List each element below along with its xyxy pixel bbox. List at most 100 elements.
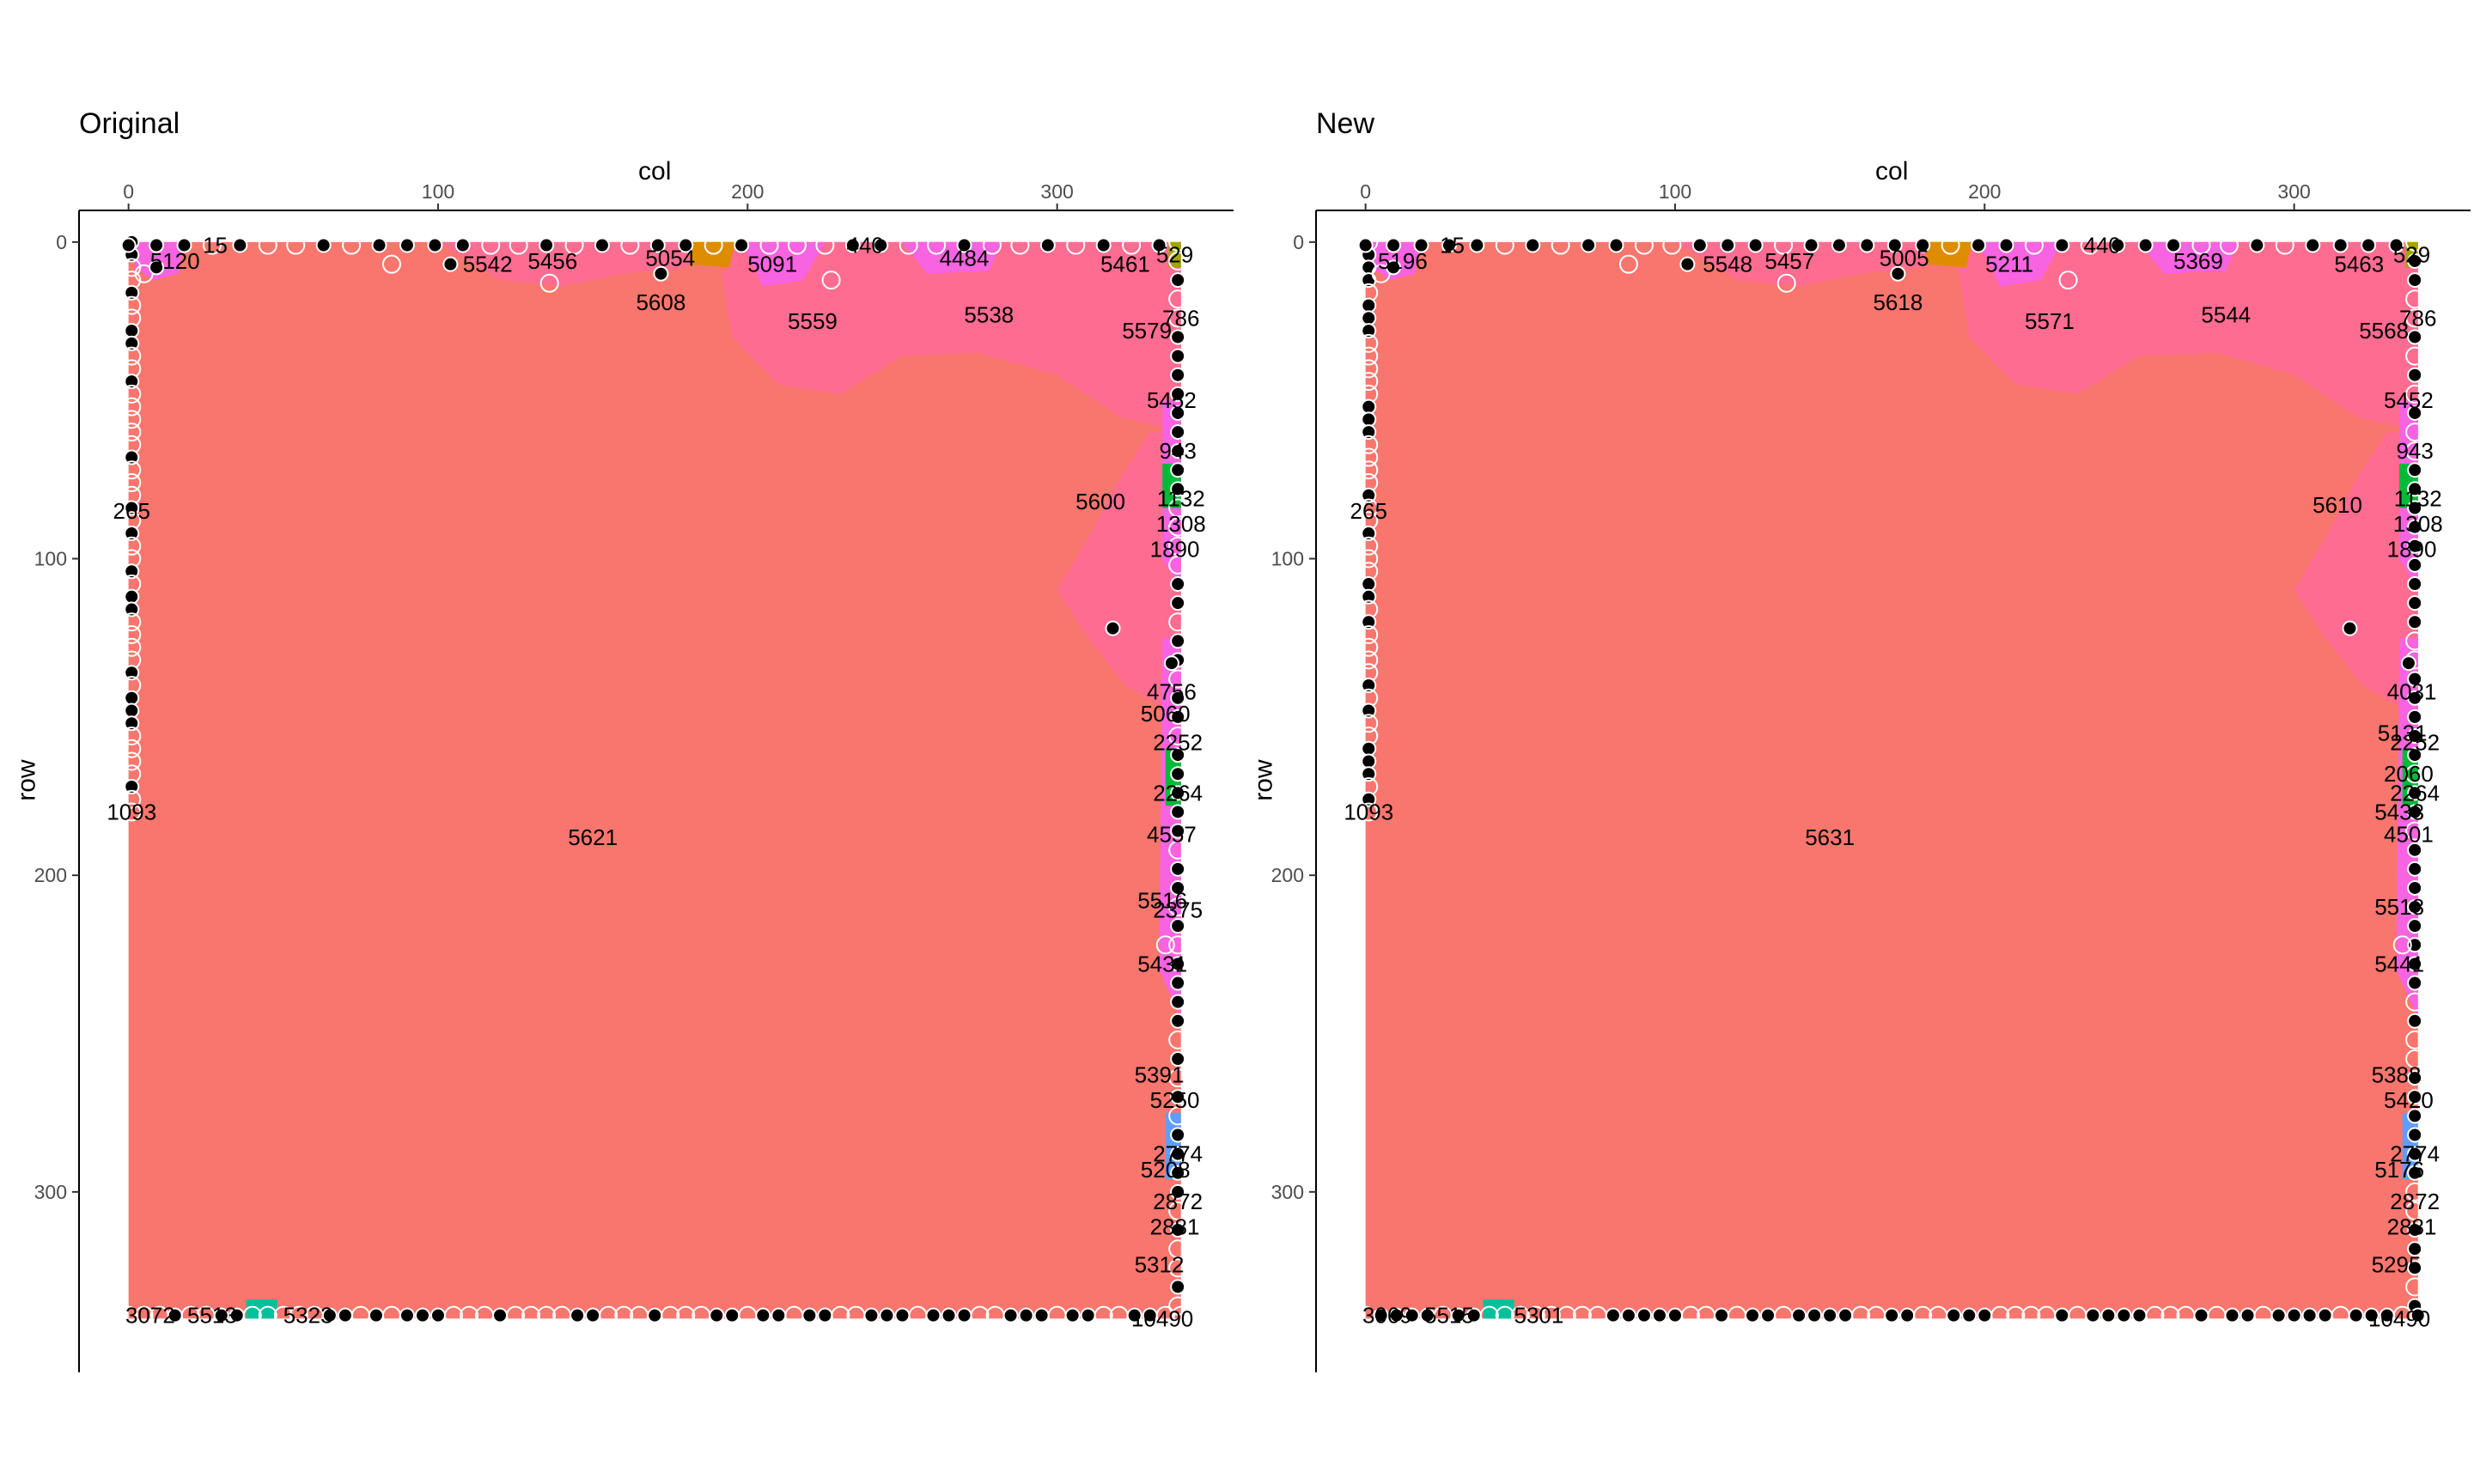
region-label: 529 (1156, 242, 1193, 268)
panel-title: New (1316, 107, 1374, 140)
region-label: 5618 (1873, 289, 1923, 315)
region-label: 5211 (1985, 252, 2033, 277)
region-label: 5452 (2384, 387, 2434, 413)
region-label: 10490 (1131, 1305, 1193, 1331)
data-point (710, 1309, 723, 1323)
region-label: 5312 (1135, 1252, 1185, 1278)
y-tick-label: 0 (56, 231, 67, 253)
data-point (1097, 239, 1111, 252)
data-point (1362, 412, 1375, 426)
data-point (369, 1309, 383, 1323)
data-point (2343, 622, 2356, 636)
data-point (734, 239, 748, 252)
data-point (1526, 239, 1539, 252)
data-point (1041, 239, 1055, 252)
region-label: 15 (1440, 233, 1465, 258)
data-point (1004, 1309, 1018, 1323)
region-label: 3072 (125, 1303, 175, 1329)
data-point (1610, 239, 1624, 252)
data-point (2195, 1309, 2209, 1323)
data-point (1171, 350, 1185, 363)
region-label: 5208 (1141, 1157, 1191, 1183)
data-point (1020, 1309, 1033, 1323)
data-point (1171, 767, 1185, 781)
data-point (1171, 368, 1185, 382)
x-tick-label: 0 (123, 180, 134, 203)
x-tick-label: 100 (1659, 180, 1691, 203)
data-point (756, 1309, 770, 1323)
data-point (1171, 425, 1185, 439)
region-label: 5196 (1378, 248, 1428, 274)
x-tick-label: 0 (1360, 180, 1371, 203)
x-axis-title: col (638, 157, 671, 186)
data-point (2408, 596, 2422, 610)
region-label: 5369 (2173, 248, 2223, 274)
data-point (2361, 239, 2375, 252)
x-tick-label: 100 (422, 180, 454, 203)
region-label: 5091 (747, 252, 797, 277)
data-point (1362, 299, 1375, 313)
panel-original: Originalcolrow0 100 200 3000100200300562151… (13, 107, 1234, 1372)
data-point (431, 1309, 445, 1323)
data-point (895, 1309, 909, 1323)
region-label: 5176 (2374, 1157, 2424, 1183)
data-point (443, 258, 457, 271)
data-point (1622, 1309, 1636, 1323)
region-label: 1890 (2387, 536, 2437, 562)
data-point (2101, 1309, 2115, 1323)
data-point (2086, 1309, 2099, 1323)
data-point (1637, 1309, 1651, 1323)
region-label: 1308 (2393, 511, 2443, 537)
data-point (1860, 239, 1874, 252)
panel-new: Newcolrow0 100 200 300010020030056315196155… (1250, 107, 2471, 1372)
region-label: 5610 (2313, 492, 2362, 518)
region-label: 786 (2399, 305, 2436, 331)
data-point (771, 1309, 785, 1323)
region-label: 4484 (940, 245, 990, 271)
region-label: 5005 (1880, 245, 1929, 271)
region-label: 5600 (1076, 489, 1125, 514)
data-point (2408, 577, 2422, 591)
data-point (1362, 400, 1375, 414)
region-label: 5542 (463, 252, 513, 277)
region-label: 10490 (2368, 1305, 2430, 1331)
y-tick-label: 300 (1271, 1181, 1304, 1203)
data-point (1977, 1309, 1991, 1323)
data-point (2408, 615, 2422, 629)
data-point (2117, 1309, 2130, 1323)
data-point (1171, 1280, 1185, 1293)
data-point (1900, 1309, 1914, 1323)
y-tick-label: 0 (1293, 231, 1304, 253)
region-label: 5548 (1703, 252, 1752, 277)
region-label: 2872 (1153, 1189, 1203, 1214)
y-tick-label: 100 (1271, 548, 1304, 570)
region-label: 1093 (1344, 799, 1393, 824)
region-label: 5518 (2374, 894, 2424, 920)
data-point (595, 239, 609, 252)
data-point (725, 1309, 739, 1323)
data-point (2272, 1309, 2286, 1323)
data-point (2055, 239, 2069, 252)
data-point (2139, 239, 2153, 252)
data-point (1171, 634, 1185, 648)
region-main (129, 242, 1181, 1318)
region-label: 2375 (1153, 897, 1203, 923)
data-point (880, 1309, 893, 1323)
data-point (1171, 805, 1185, 818)
region-label: 4031 (2387, 678, 2437, 704)
data-point (1171, 862, 1185, 876)
data-point (1362, 742, 1375, 756)
region-label: 265 (113, 498, 150, 524)
data-point (373, 239, 387, 252)
data-point (317, 239, 331, 252)
region-label: 5420 (2384, 1087, 2434, 1113)
region-label: 2872 (2390, 1189, 2440, 1214)
data-point (1165, 656, 1179, 670)
data-point (1807, 1309, 1821, 1323)
data-point (942, 1309, 956, 1323)
region-label: 2881 (1150, 1213, 1200, 1239)
region-label: 5295 (2372, 1252, 2422, 1278)
data-point (233, 239, 247, 252)
data-point (1362, 577, 1375, 591)
region-label: 1308 (1156, 511, 1206, 537)
